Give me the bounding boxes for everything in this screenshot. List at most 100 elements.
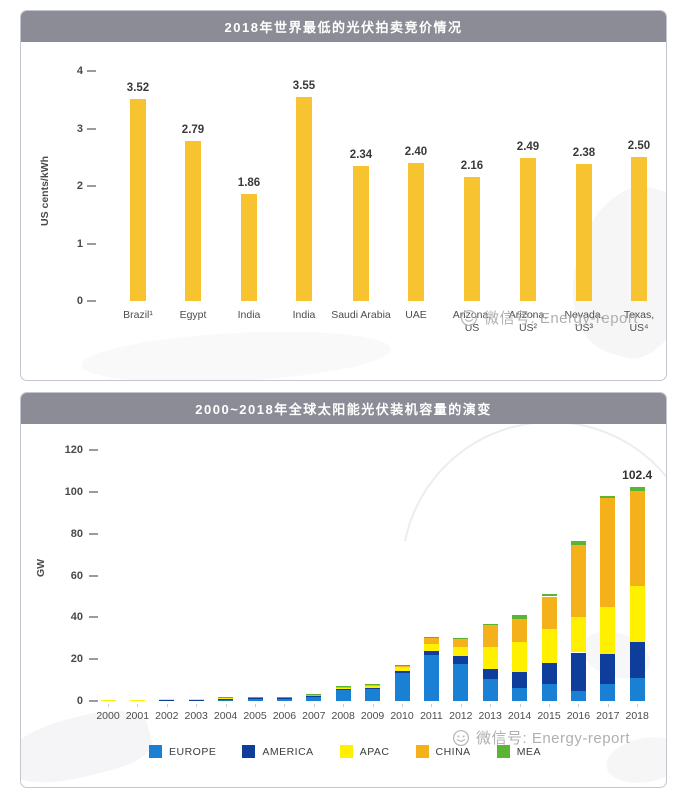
chart2-legend: EUROPE AMERICA APAC CHINA MEA — [149, 745, 541, 758]
chart2-segment-europe — [629, 677, 645, 701]
chart2-segment-mea — [512, 615, 528, 620]
chart2-y-tick-label: 120 — [64, 444, 83, 457]
chart2-segment-china — [482, 624, 498, 647]
chart1-y-tick-label: 1 — [76, 237, 83, 250]
chart2-segment-apac — [423, 643, 439, 651]
chart2-x-tick-mark — [137, 704, 139, 707]
chart2-x-label: 2015 — [537, 710, 561, 722]
chart2-segment-mea — [423, 636, 439, 638]
chart2-segment-apac — [629, 585, 645, 643]
chart2-y-tick-mark — [89, 616, 98, 619]
chart2-segment-apac — [218, 698, 234, 699]
chart1-y-tick-mark — [87, 185, 96, 187]
chart2-segment-apac — [306, 695, 322, 697]
chart2-y-tick-mark — [89, 449, 98, 452]
chart2-x-tick-mark — [196, 704, 198, 707]
chart2-header: 2000~2018年全球太阳能光伏装机容量的演变 — [21, 393, 666, 424]
chart2-x-label: 2009 — [360, 710, 385, 722]
chart2-segment-mea — [453, 638, 469, 640]
legend-swatch-china — [415, 745, 429, 758]
chart2-segment-america — [247, 698, 263, 699]
chart1-y-tick-mark — [87, 300, 96, 302]
chart2-segment-china — [541, 596, 557, 630]
chart2-segment-europe — [570, 691, 586, 701]
chart1-y-tick-label: 2 — [76, 180, 83, 192]
chart2-segment-mea — [247, 696, 263, 698]
legend-item-america: AMERICA — [242, 745, 313, 758]
chart1-x-label: Brazil¹ — [123, 309, 153, 321]
watermark-chart2: 微信号: Energy-report — [451, 727, 630, 748]
chart2-segment-apac — [453, 646, 469, 657]
chart2-x-tick-mark — [431, 704, 433, 707]
chart2-x-label: 2018 — [625, 710, 649, 722]
legend-swatch-america — [242, 745, 256, 758]
chart2-segment-apac — [570, 616, 586, 653]
chart2-segment-china — [600, 498, 616, 607]
chart1-bar — [576, 164, 592, 301]
chart2-segment-europe — [482, 679, 498, 701]
chart2-y-tick-mark — [89, 491, 98, 493]
chart2-segment-mea — [276, 696, 292, 698]
chart1-bar — [631, 157, 647, 301]
chart1-value-label: 3.52 — [126, 81, 150, 94]
chart2-segment-china — [629, 491, 645, 586]
chart2-segment-america — [188, 699, 204, 701]
chart2-segment-apac — [394, 666, 410, 671]
chart2-segment-mea — [335, 686, 351, 688]
chart2-x-label: 2006 — [272, 710, 297, 722]
chart2-segment-mea — [570, 540, 586, 545]
legend-swatch-apac — [339, 745, 353, 758]
chart1-value-label: 2.49 — [516, 140, 540, 153]
chart2-x-tick-mark — [225, 704, 227, 707]
chart2-x-label: 2005 — [243, 710, 267, 722]
chart2-segment-america — [159, 699, 175, 701]
chart1-bar — [520, 157, 536, 301]
chart1-x-label: Nevada, US³ — [564, 309, 604, 334]
chart2-y-tick-label: 100 — [64, 486, 83, 498]
chart1-plot: 4 3 2 1 0 3.52 Brazil¹ 2.79 Egypt 1.86 India 3.55 In… — [21, 11, 666, 380]
chart1-y-tick-mark — [87, 70, 96, 72]
chart2-segment-apac — [159, 698, 175, 700]
chart1-value-label: 2.34 — [349, 149, 373, 162]
legend-label: MEA — [516, 745, 541, 758]
chart2-segment-china — [394, 665, 410, 667]
chart2-segment-europe — [218, 699, 234, 701]
chart2-segment-china — [365, 684, 381, 686]
chart2-x-tick-mark — [313, 704, 315, 707]
chart2-x-label: 2007 — [302, 710, 326, 722]
chart2-y-tick-mark — [89, 658, 98, 661]
chart2-y-tick-label: 0 — [76, 695, 83, 707]
chart1-bar — [241, 194, 257, 301]
legend-item-europe: EUROPE — [149, 745, 216, 758]
chart1-bar — [130, 98, 146, 301]
chart1-value-label: 2.16 — [460, 159, 484, 172]
legend-item-mea: MEA — [496, 745, 541, 758]
chart2-segment-europe — [365, 688, 381, 701]
chart2-segment-apac — [600, 606, 616, 654]
chart2-segment-europe — [100, 700, 116, 701]
chart2-segment-mea — [365, 684, 381, 685]
chart2-x-label: 2000 — [96, 710, 120, 722]
chart1-value-label: 2.50 — [627, 140, 651, 153]
chart1-value-label: 2.79 — [181, 123, 205, 136]
chart1-card: 2018年世界最低的光伏拍卖竞价情况 US cents/kWh 4 3 2 1 0 3.5… — [20, 10, 667, 381]
chart2-card: 2000~2018年全球太阳能光伏装机容量的演变 GW 120 100 80 60 40… — [20, 392, 667, 788]
chart2-x-label: 2010 — [390, 710, 414, 722]
chart1-x-label: UAE — [405, 309, 427, 321]
chart2-annotation-total: 102.4 — [622, 467, 653, 482]
chart2-segment-europe — [188, 700, 204, 701]
chart2-x-label: 2016 — [566, 710, 591, 722]
chart2-y-tick-mark — [89, 532, 98, 535]
chart2-y-tick-mark — [89, 574, 98, 577]
chart2-segment-apac — [129, 699, 145, 701]
chart2-segment-china — [335, 687, 351, 688]
chart2-segment-america — [600, 653, 616, 685]
legend-label: EUROPE — [169, 745, 217, 758]
chart1-title: 2018年世界最低的光伏拍卖竞价情况 — [224, 20, 463, 35]
chart2-x-tick-mark — [166, 704, 168, 707]
chart2-segment-apac — [100, 699, 116, 701]
chart1-y-tick-label: 4 — [76, 65, 83, 77]
chart2-segment-apac — [188, 698, 204, 700]
chart2-x-label: 2002 — [155, 710, 179, 722]
